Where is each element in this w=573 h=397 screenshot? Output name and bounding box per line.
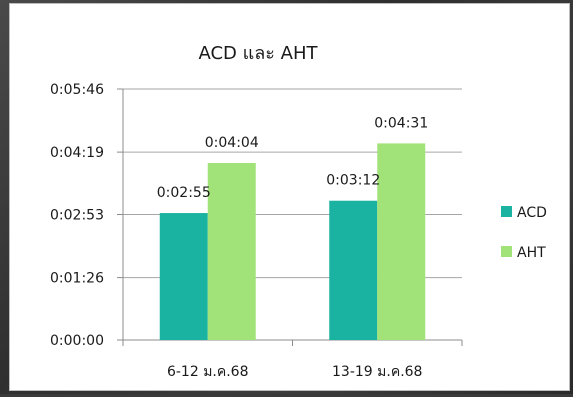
chart: ACD และ AHT 0:00:00 0:01:26 0:02:53 0:04:19… [50,43,547,380]
y-tick-label: 0:04:19 [50,145,104,161]
y-tick-label: 0:05:46 [50,82,104,98]
legend-swatch-acd [501,206,512,217]
data-labels: 0:02:55 0:04:04 0:03:12 0:04:31 [157,115,428,201]
bar-acd [329,200,378,340]
bar-acd [159,213,208,340]
legend-label-acd: ACD [517,205,547,221]
x-tick-label: 13-19 ม.ค.68 [332,364,422,380]
y-tick-label: 0:02:53 [50,208,104,224]
bars [159,143,426,340]
legend-label-aht: AHT [517,245,546,261]
chart-card: ACD และ AHT 0:00:00 0:01:26 0:02:53 0:04:19… [9,3,570,391]
bar-aht [207,162,256,340]
chart-title: ACD และ AHT [198,43,318,64]
x-axis-ticks: 6-12 ม.ค.68 13-19 ม.ค.68 [167,364,423,380]
data-label: 0:04:04 [205,135,259,151]
y-tick-label: 0:01:26 [50,271,104,287]
data-label: 0:02:55 [157,185,211,201]
y-tick-label: 0:00:00 [50,333,104,349]
y-axis-ticks: 0:00:00 0:01:26 0:02:53 0:04:19 0:05:46 [50,82,104,349]
bar-aht [377,143,426,340]
data-label: 0:03:12 [326,173,380,189]
data-label: 0:04:31 [374,115,428,131]
legend-swatch-aht [501,246,512,257]
legend: ACD AHT [501,205,547,261]
x-tick-label: 6-12 ม.ค.68 [167,364,249,380]
